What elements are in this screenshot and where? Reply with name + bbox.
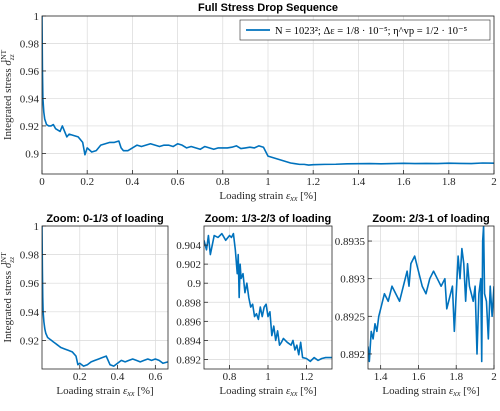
x-axis-label: Loading strain εxx [%] xyxy=(56,385,153,398)
y-tick-label: 0.902 xyxy=(176,259,201,271)
x-tick-label: 0.6 xyxy=(148,371,162,383)
x-tick-label: 0.2 xyxy=(73,371,87,383)
y-tick-label: 0.896 xyxy=(176,316,201,328)
y-tick-label: 0.9 xyxy=(25,148,39,160)
x-tick-label: 1.8 xyxy=(442,176,456,188)
y-tick-label: 0.9 xyxy=(187,278,201,290)
x-tick-label: 1.6 xyxy=(397,176,411,188)
chart-title: Zoom: 2/3-1 of loading xyxy=(372,213,489,225)
x-tick-label: 0.8 xyxy=(216,176,230,188)
x-tick-label: 1.8 xyxy=(449,371,463,383)
y-tick-label: 0.898 xyxy=(176,297,201,309)
plot-area xyxy=(42,226,168,369)
y-tick-label: 0.96 xyxy=(20,66,40,78)
x-tick-label: 0.8 xyxy=(223,371,237,383)
y-tick-label: 0.893 xyxy=(340,274,365,286)
chart-panel-1: 0 0.2 0.4 0.6 0.8 1 1.2 1.4 1.6 1.8 2 0.9 0.92 0.94 0.… xyxy=(0,2,497,203)
x-axis-label: Loading strain εxx [%] xyxy=(382,385,479,398)
legend: N = 1023²; Δε = 1/8 · 10⁻⁵; η^vp = 1/2 ·… xyxy=(239,19,491,41)
y-tick-label: 0.892 xyxy=(340,349,365,361)
x-tick-label: 1 xyxy=(265,371,271,383)
chart-title: Full Stress Drop Sequence xyxy=(198,2,338,14)
x-tick-label: 1.6 xyxy=(412,371,426,383)
x-tick-label: 0 xyxy=(39,176,45,188)
chart-panel-2: 0.2 0.4 0.6 0.92 0.94 0.96 0.98 1 Zoom: 0-1/3 of… xyxy=(0,213,169,398)
y-tick-label: 0.94 xyxy=(20,307,40,319)
legend-label: N = 1023²; Δε = 1/8 · 10⁻⁵; η^vp = 1/2 ·… xyxy=(275,26,467,37)
x-tick-label: 0.4 xyxy=(126,176,140,188)
x-tick-label: 0.4 xyxy=(111,371,125,383)
chart-title: Zoom: 1/3-2/3 of loading xyxy=(205,213,332,225)
axes-box xyxy=(41,225,169,370)
legend-box xyxy=(239,19,491,41)
y-tick-label: 0.96 xyxy=(20,278,40,290)
y-tick-label: 0.892 xyxy=(176,354,201,366)
x-tick-label: 2 xyxy=(491,371,497,383)
y-tick-label: 0.92 xyxy=(20,335,39,347)
y-axis-label: Integrated stress σzzINT xyxy=(0,252,16,343)
y-tick-label: 0.94 xyxy=(20,93,40,105)
series-line-1 xyxy=(42,226,168,367)
axes-box xyxy=(367,225,495,370)
y-tick-label: 1 xyxy=(34,221,40,233)
x-axis-label: Loading strain εxx [%] xyxy=(219,190,316,203)
y-tick-label: 0.904 xyxy=(176,240,201,252)
series-line-1 xyxy=(42,16,494,166)
x-tick-label: 0.2 xyxy=(80,176,94,188)
x-tick-label: 1 xyxy=(265,176,271,188)
x-tick-label: 1.4 xyxy=(374,371,388,383)
y-tick-label: 1 xyxy=(34,11,40,23)
series-line-1 xyxy=(204,232,332,363)
x-tick-label: 1.4 xyxy=(352,176,366,188)
y-tick-label: 0.894 xyxy=(176,335,201,347)
y-tick-label: 0.8925 xyxy=(335,311,366,323)
y-tick-label: 0.92 xyxy=(20,121,39,133)
x-tick-label: 1.2 xyxy=(306,176,320,188)
x-tick-label: 2 xyxy=(491,176,497,188)
chart-title: Zoom: 0-1/3 of loading xyxy=(46,213,163,225)
x-tick-label: 0.6 xyxy=(171,176,185,188)
y-tick-label: 0.8935 xyxy=(335,236,366,248)
x-tick-label: 1.2 xyxy=(300,371,314,383)
y-tick-label: 0.98 xyxy=(20,250,40,262)
x-axis-label: Loading strain εxx [%] xyxy=(219,385,316,398)
chart-panel-4: 1.4 1.6 1.8 2 0.892 0.8925 0.893 0.8935 Zoom: 2/… xyxy=(335,213,497,398)
series-line-1 xyxy=(368,226,494,363)
chart-panel-3: 0.8 1 1.2 0.892 0.894 0.896 0.898 0.9 0.902 0.904… xyxy=(176,213,333,398)
y-axis-label: Integrated stress σzzINT xyxy=(0,49,16,140)
y-tick-label: 0.98 xyxy=(20,38,40,50)
